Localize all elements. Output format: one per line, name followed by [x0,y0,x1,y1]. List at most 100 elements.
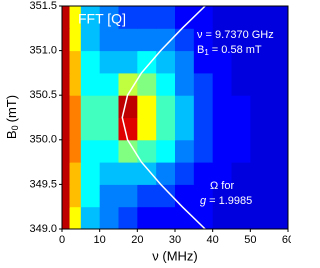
heat-cell [193,206,214,230]
heat-cell [175,50,195,74]
heat-cell [80,6,101,29]
heat-cell [156,139,176,163]
heat-cell [193,95,214,118]
heat-cell [80,206,101,230]
heat-cell [250,206,270,230]
heat-cell [69,117,82,141]
y-tick-label: 350.5 [29,89,57,101]
heat-cell [62,206,71,230]
heat-cell [231,28,251,52]
heat-cell [212,50,232,74]
heat-cell [156,28,176,52]
heat-cell [69,206,82,230]
heat-cell [231,72,251,96]
heat-cell [99,95,119,118]
heat-cell [69,95,82,118]
x-axis-label: ν (MHz) [152,248,198,263]
heat-cell [62,184,71,208]
heat-cell [193,139,214,163]
heat-cell [212,28,232,52]
heat-cell [80,117,101,141]
heat-cell [193,72,214,96]
heat-cell [118,50,138,74]
heat-cell [250,162,270,185]
heat-cell [175,139,195,163]
heat-cell [156,117,176,141]
heat-cell [137,95,157,118]
annotation-text: = 1.9985 [209,195,252,207]
heat-cell [175,184,195,208]
heat-cell [99,117,119,141]
heat-cell [118,139,138,163]
heat-cell [175,117,195,141]
symbol: g [200,195,207,207]
heat-cell [69,28,82,52]
heat-cell [156,184,176,208]
heat-cell [62,117,71,141]
heat-cell [269,206,289,230]
heat-cell [212,95,232,118]
heat-cell [118,162,138,185]
heat-cell [69,184,82,208]
heat-cell [269,184,289,208]
heat-cell [156,95,176,118]
heat-cell [212,72,232,96]
heat-cell [269,117,289,141]
heat-cell [175,162,195,185]
heat-cell [69,6,82,29]
heat-cell [250,184,270,208]
heat-cell [193,184,214,208]
heat-cell [118,184,138,208]
heat-cell [80,162,101,185]
heat-cell [269,50,289,74]
heat-cell [269,6,289,29]
heat-cell [137,184,157,208]
heat-cell [99,6,119,29]
heat-cell [137,162,157,185]
heat-cell [156,162,176,185]
heat-cell [193,6,214,29]
heat-cell [99,28,119,52]
heat-cell [231,95,251,118]
heat-cell [193,162,214,185]
heat-cell [62,139,71,163]
heat-cell [118,6,138,29]
heat-cell [212,162,232,185]
heat-cell [269,139,289,163]
heat-cell [175,206,195,230]
x-tick-label: 30 [169,234,181,246]
heat-cell [193,117,214,141]
heat-cell [269,72,289,96]
heat-cell [62,6,71,29]
heat-cell [269,28,289,52]
heat-cell [69,72,82,96]
heat-cell [99,72,119,96]
heat-cell [118,117,138,141]
subscript: 1 [204,48,209,57]
heat-cell [250,6,270,29]
heat-cell [250,117,270,141]
x-tick-label: 60 [282,234,291,246]
y-tick-label: 350.0 [29,134,57,146]
heat-cell [193,28,214,52]
curve [121,5,206,230]
heat-cell [250,72,270,96]
overlay [59,5,289,232]
heat-cell [80,139,101,163]
y-tick-label: 351.5 [29,0,57,12]
annotation: B1 = 0.58 mT [197,44,262,57]
heat-cell [99,139,119,163]
heat-cell [69,162,82,185]
heat-cell [231,206,251,230]
heat-cell [137,206,157,230]
heat-cell [137,28,157,52]
heat-cell [250,95,270,118]
heat-cell [156,206,176,230]
heat-cell [250,139,270,163]
heat-cell [118,72,138,96]
heat-cell [175,6,195,29]
heat-cell [137,117,157,141]
heat-cell [80,184,101,208]
heat-cell [69,50,82,74]
heat-cell [80,95,101,118]
